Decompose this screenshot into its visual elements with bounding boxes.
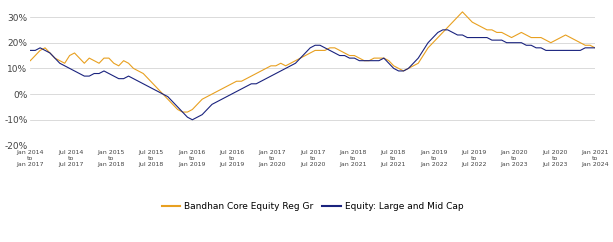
Legend: Bandhan Core Equity Reg Gr, Equity: Large and Mid Cap: Bandhan Core Equity Reg Gr, Equity: Larg…: [158, 198, 467, 214]
